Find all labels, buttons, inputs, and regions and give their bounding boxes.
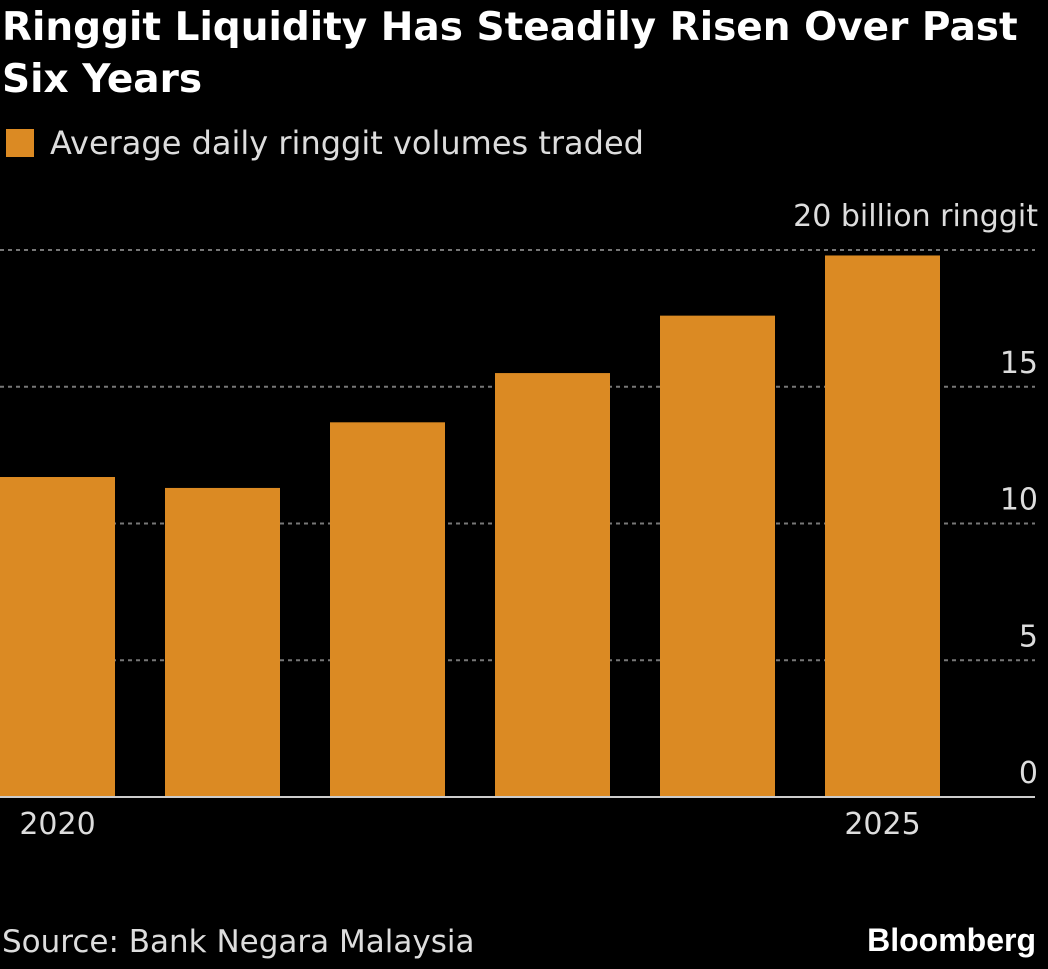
bar-2023 [495, 373, 610, 797]
y-tick-label: 15 [1000, 346, 1038, 381]
bar-2020 [0, 477, 115, 797]
source-note: Source: Bank Negara Malaysia [2, 924, 475, 960]
x-tick-label: 2020 [19, 807, 95, 842]
legend-label: Average daily ringgit volumes traded [50, 124, 644, 162]
y-tick-label: 20 billion ringgit [793, 199, 1038, 234]
bar-2024 [660, 315, 775, 797]
bar-2021 [165, 487, 280, 797]
legend: Average daily ringgit volumes traded [6, 124, 644, 162]
bar-2025 [825, 255, 940, 798]
bloomberg-logo: Bloomberg [867, 922, 1036, 958]
bar-2022 [330, 422, 445, 797]
y-tick-label: 5 [1019, 619, 1038, 654]
x-tick-label: 2025 [844, 807, 920, 842]
legend-swatch [6, 129, 34, 157]
y-tick-label: 10 [1000, 483, 1038, 518]
y-tick-label: 0 [1019, 756, 1038, 791]
chart-title: Ringgit Liquidity Has Steadily Risen Ove… [2, 5, 1018, 102]
